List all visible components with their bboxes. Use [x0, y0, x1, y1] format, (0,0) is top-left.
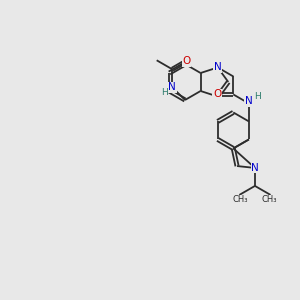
Text: N: N [214, 62, 222, 72]
Text: O: O [182, 56, 190, 66]
Text: CH₃: CH₃ [232, 195, 248, 204]
Text: H: H [161, 88, 168, 97]
Text: CH₃: CH₃ [262, 195, 277, 204]
Text: H: H [254, 92, 261, 101]
Text: N: N [168, 82, 176, 92]
Text: N: N [245, 96, 253, 106]
Text: O: O [213, 89, 221, 99]
Text: N: N [251, 163, 259, 173]
